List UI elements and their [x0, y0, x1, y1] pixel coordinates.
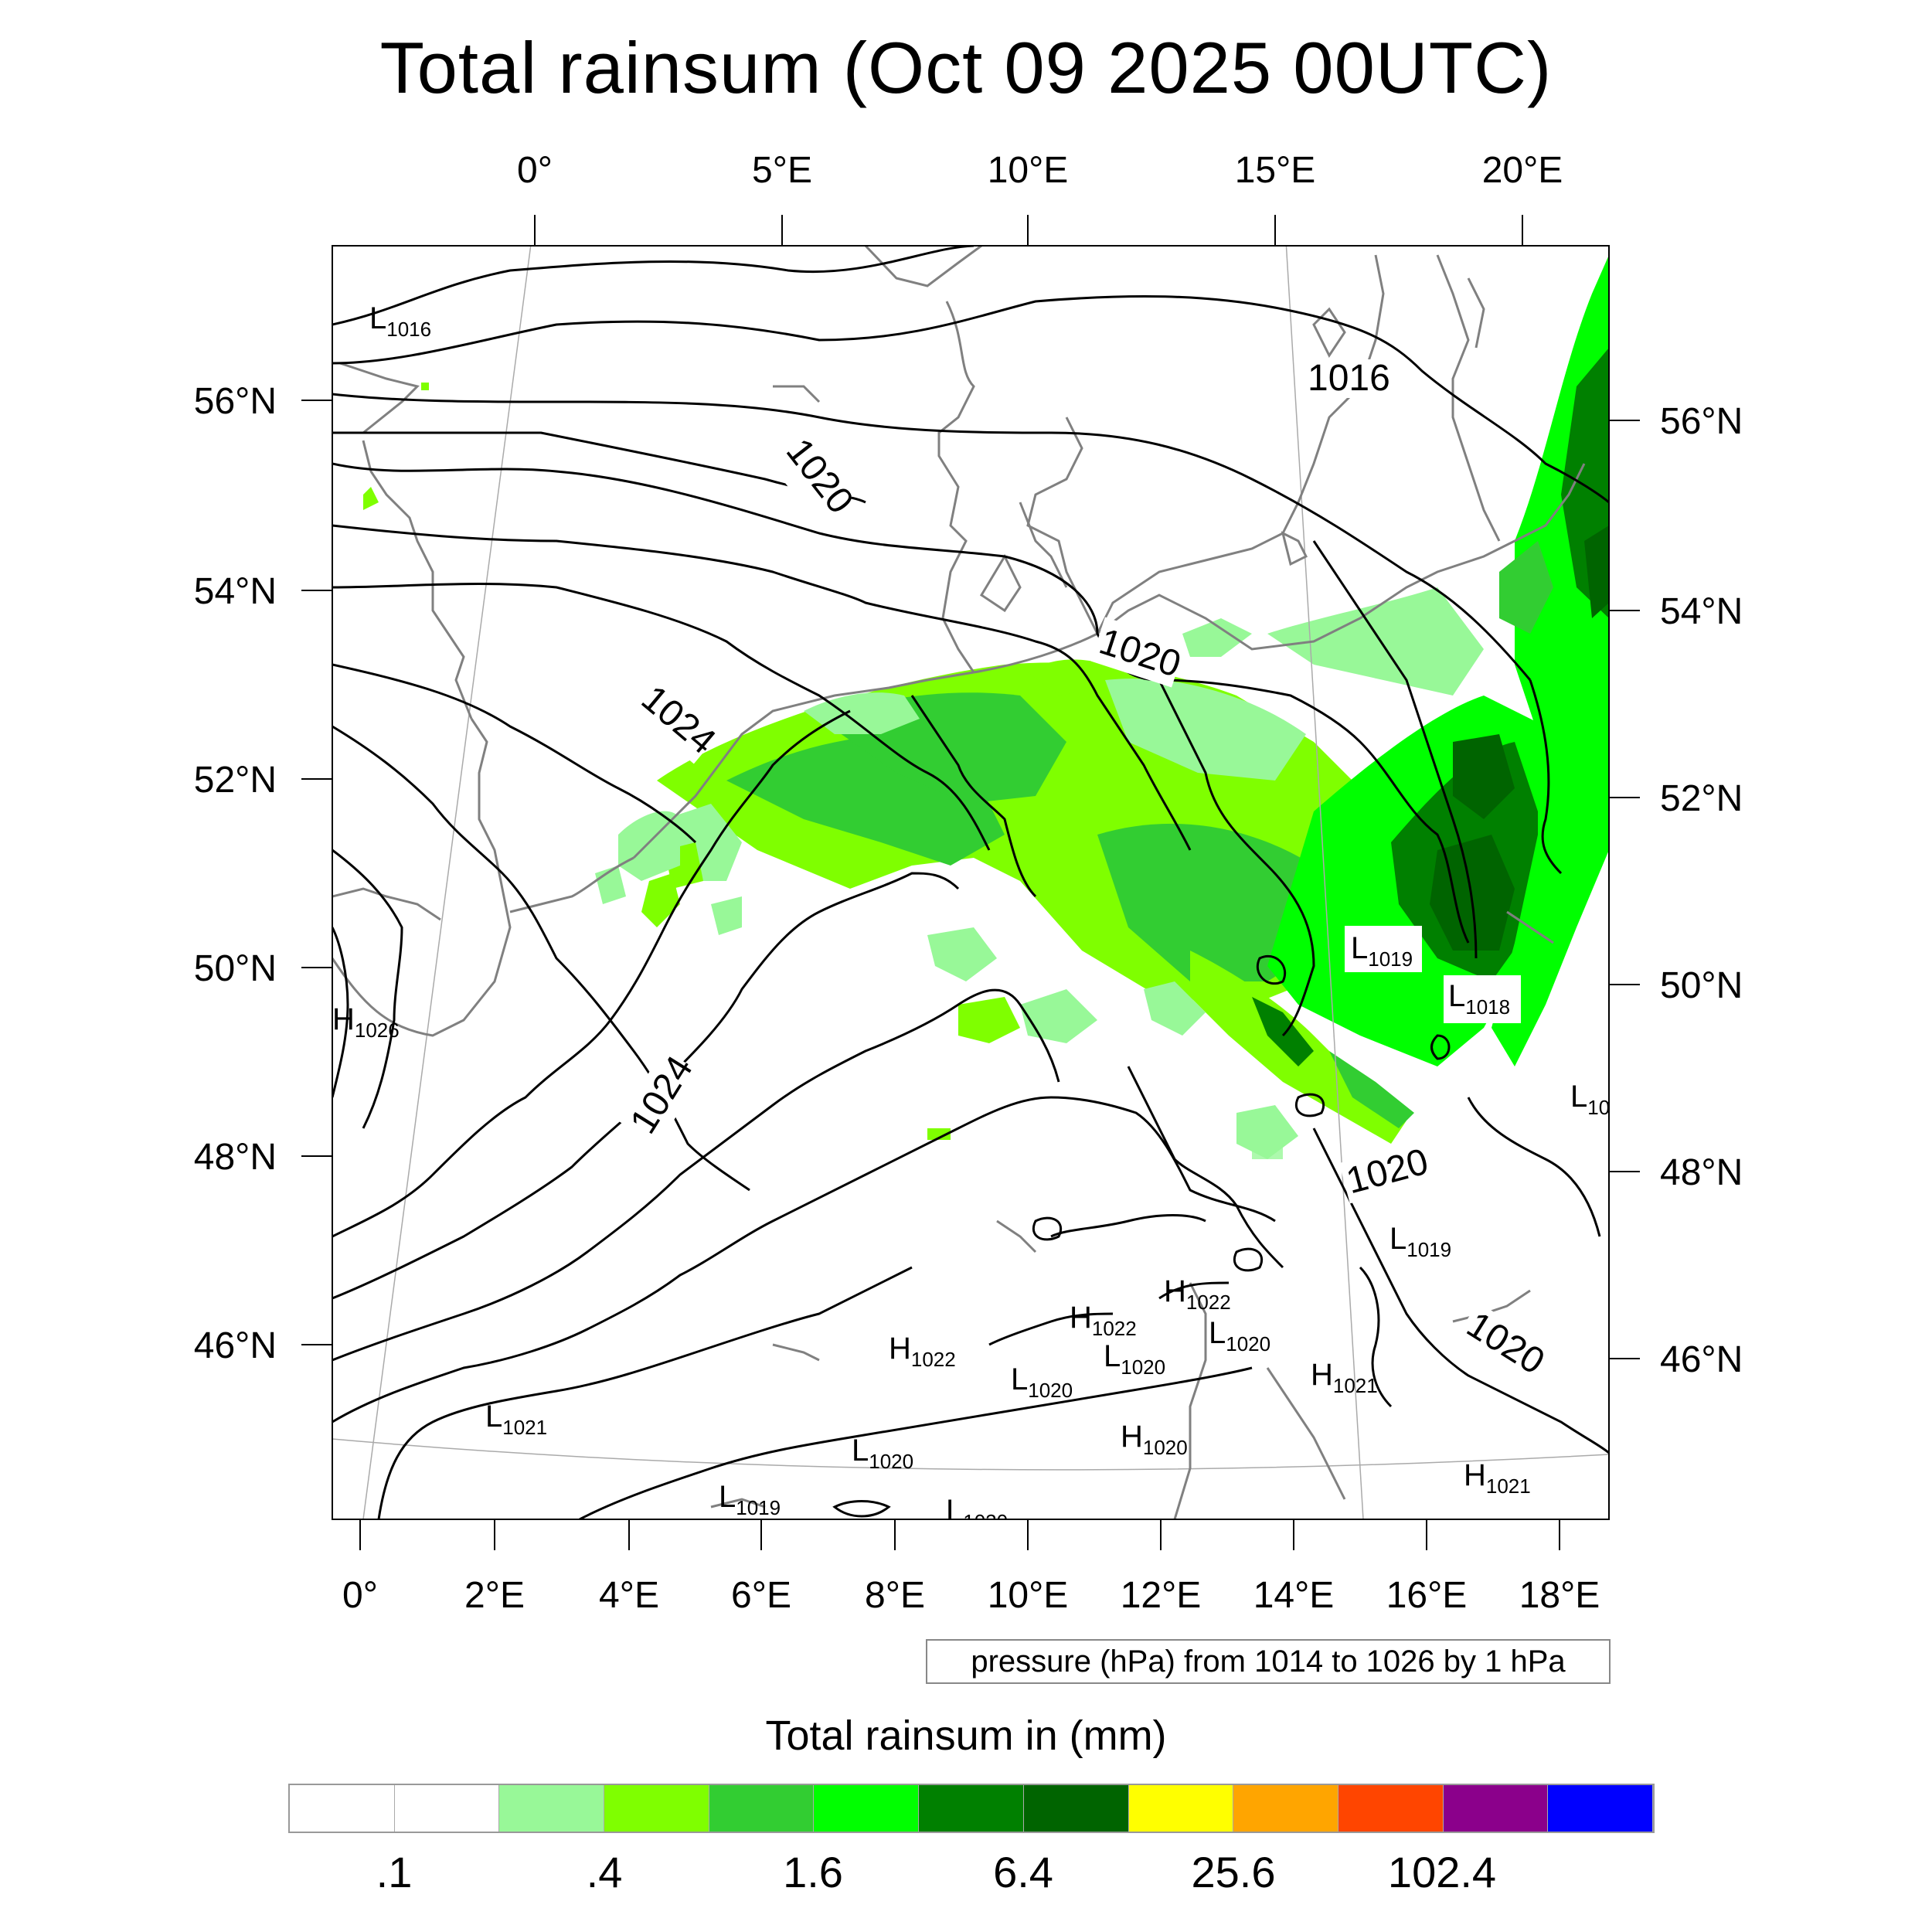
pressure-center-label: L1019 — [1351, 931, 1413, 971]
right-tick-label: 54°N — [1660, 591, 1743, 632]
pressure-center-label: L10 — [1570, 1080, 1610, 1119]
pressure-center-label: H1022 — [1164, 1274, 1231, 1314]
colorbar-swatch — [1233, 1785, 1338, 1832]
bottom-tick-label: 8°E — [865, 1575, 925, 1616]
left-axis: 56°N 54°N 52°N 50°N 48°N 46°N — [194, 381, 332, 1366]
pressure-center-label: L1020 — [1209, 1316, 1270, 1355]
colorbar-swatch — [290, 1785, 395, 1832]
colorbar-swatch — [1128, 1785, 1234, 1832]
colorbar-tick-label: 6.4 — [993, 1848, 1053, 1896]
colorbar — [288, 1784, 1655, 1833]
colorbar-swatch — [919, 1785, 1024, 1832]
bottom-tick-label: 0° — [342, 1575, 378, 1616]
bottom-tick-label: 14°E — [1253, 1575, 1335, 1616]
pressure-contour-note: pressure (hPa) from 1014 to 1026 by 1 hP… — [926, 1639, 1611, 1684]
bottom-tick-label: 10°E — [988, 1575, 1069, 1616]
pressure-center-label: L1020 — [1104, 1339, 1165, 1379]
isobar-label: 1016 — [1308, 358, 1390, 399]
colorbar-tick-label: .4 — [586, 1848, 623, 1896]
bottom-tick-label: 12°E — [1121, 1575, 1202, 1616]
colorbar-labels: .1 .4 1.6 6.4 25.6 102.4 — [0, 1847, 1932, 1901]
left-tick-label: 52°N — [194, 760, 277, 801]
colorbar-swatch — [1548, 1785, 1653, 1832]
top-tick-label: 20°E — [1482, 150, 1563, 191]
plot-area: 1016 1020 1024 1020 1024 1020 1020 L1016… — [332, 246, 1610, 1533]
top-tick-label: 10°E — [988, 150, 1069, 191]
pressure-center-label: H1022 — [1070, 1301, 1137, 1340]
right-tick-label: 52°N — [1660, 778, 1743, 819]
pressure-center-label: L1021 — [485, 1400, 547, 1439]
pressure-center-label: L1020 — [946, 1494, 1008, 1533]
colorbar-tick-label: 25.6 — [1191, 1848, 1276, 1896]
right-tick-label: 56°N — [1660, 401, 1743, 442]
top-axis: 0° 5°E 10°E 15°E 20°E — [517, 150, 1563, 246]
colorbar-tick-label: 1.6 — [783, 1848, 843, 1896]
pressure-center-label: H1020 — [1121, 1420, 1188, 1459]
right-axis: 56°N 54°N 52°N 50°N 48°N 46°N — [1609, 401, 1743, 1380]
plot-frame — [332, 245, 1610, 1520]
pressure-center-label: L1016 — [369, 301, 431, 341]
rain-field — [363, 255, 1609, 1159]
left-tick-label: 48°N — [194, 1137, 277, 1178]
pressure-center-label: L1019 — [1389, 1222, 1451, 1261]
top-tick-label: 5°E — [752, 150, 812, 191]
bottom-tick-label: 2°E — [464, 1575, 525, 1616]
bottom-tick-label: 18°E — [1519, 1575, 1600, 1616]
pressure-center-label: L1020 — [852, 1434, 913, 1473]
colorbar-swatch — [1023, 1785, 1129, 1832]
bottom-tick-label: 4°E — [599, 1575, 659, 1616]
left-tick-label: 54°N — [194, 571, 277, 612]
right-tick-label: 48°N — [1660, 1152, 1743, 1193]
pressure-center-label: L1019 — [719, 1480, 781, 1519]
pressure-center-label: L1018 — [1448, 979, 1510, 1019]
right-tick-label: 46°N — [1660, 1339, 1743, 1380]
isobars — [332, 246, 1609, 1519]
colorbar-swatch — [1338, 1785, 1444, 1832]
colorbar-swatch — [1443, 1785, 1549, 1832]
bottom-axis: 0° 2°E 4°E 6°E 8°E 10°E 12°E 14°E 16°E 1… — [342, 1519, 1600, 1616]
colorbar-swatch — [394, 1785, 500, 1832]
left-tick-label: 50°N — [194, 948, 277, 989]
isobar-labels: 1016 1020 1024 1020 1024 1020 1020 — [618, 358, 1551, 1383]
bottom-tick-label: 6°E — [731, 1575, 791, 1616]
colorbar-title: Total rainsum in (mm) — [765, 1713, 1167, 1759]
top-tick-label: 15°E — [1235, 150, 1316, 191]
pressure-centers: L1016 H1026 L1019 L1018 L10 L1019 H1022 … — [332, 301, 1610, 1533]
top-tick-label: 0° — [517, 150, 553, 191]
coastlines — [332, 246, 1586, 1519]
right-tick-label: 50°N — [1660, 965, 1743, 1006]
colorbar-swatch — [709, 1785, 815, 1832]
pressure-center-label: L1020 — [1011, 1362, 1073, 1402]
colorbar-tick-label: 102.4 — [1387, 1848, 1497, 1896]
left-tick-label: 56°N — [194, 381, 277, 422]
pressure-center-label: H1021 — [1311, 1358, 1378, 1397]
map-title: Total rainsum (Oct 09 2025 00UTC) — [379, 27, 1553, 108]
pressure-center-label: H1021 — [1464, 1458, 1531, 1498]
colorbar-swatch — [604, 1785, 709, 1832]
colorbar-swatch — [499, 1785, 605, 1832]
pressure-center-label: H1022 — [889, 1332, 956, 1371]
pressure-center-label: H1026 — [332, 1002, 400, 1042]
bottom-tick-label: 16°E — [1386, 1575, 1468, 1616]
colorbar-swatch — [814, 1785, 920, 1832]
left-tick-label: 46°N — [194, 1325, 277, 1366]
colorbar-tick-label: .1 — [376, 1848, 413, 1896]
